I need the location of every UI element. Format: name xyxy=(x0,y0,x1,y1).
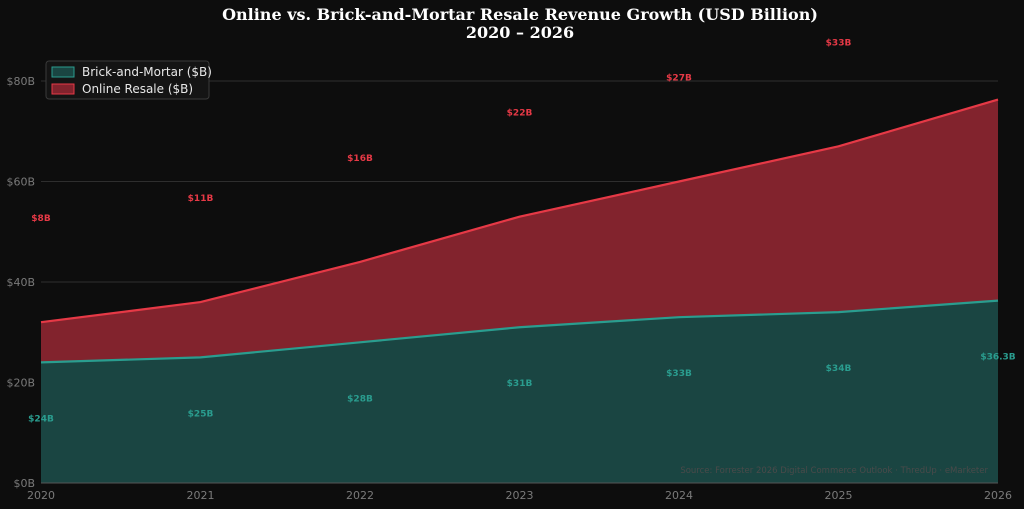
area-brick-and-mortar xyxy=(41,300,998,483)
legend-label-online-resale: Online Resale ($B) xyxy=(82,82,193,96)
line-online-resale xyxy=(40,98,999,324)
x-tick-label: 2024 xyxy=(665,489,693,502)
legend-swatch-brick-and-mortar xyxy=(51,66,75,78)
data-label-online-resale: $22B xyxy=(507,109,533,119)
data-label-layer: $24B $25B $28B $31B $33B $34B $36.3B $8B $11B $16… xyxy=(28,38,1016,424)
data-label-brick-and-mortar: $25B xyxy=(188,409,214,419)
y-tick-label: $0B xyxy=(13,477,35,490)
chart-subtitle: 2020 – 2026 xyxy=(466,23,574,42)
data-label-brick-and-mortar: $24B xyxy=(28,414,54,424)
data-label-online-resale: $11B xyxy=(188,194,214,204)
legend-swatch-online-resale xyxy=(51,83,75,95)
data-label-online-resale: $33B xyxy=(826,38,852,48)
y-tick-label: $20B xyxy=(6,377,35,390)
axis-layer: $0B $20B $40B $60B $80B 2020 2021 2022 2023 2024 2… xyxy=(6,75,1012,502)
legend: Brick-and-Mortar ($B) Online Resale ($B) xyxy=(45,60,212,100)
data-label-brick-and-mortar: $33B xyxy=(666,369,692,379)
area-layer xyxy=(40,98,999,483)
x-tick-label: 2021 xyxy=(187,489,215,502)
y-tick-label: $40B xyxy=(6,276,35,289)
legend-label-brick-and-mortar: Brick-and-Mortar ($B) xyxy=(82,65,212,79)
legend-box xyxy=(45,60,210,100)
data-label-brick-and-mortar: $28B xyxy=(347,394,373,404)
x-tick-label: 2025 xyxy=(825,489,853,502)
data-label-brick-and-mortar: $36.3B xyxy=(980,353,1015,363)
data-label-online-resale: $16B xyxy=(347,154,373,164)
data-label-brick-and-mortar: $31B xyxy=(507,379,533,389)
y-tick-label: $60B xyxy=(6,176,35,189)
x-tick-label: 2022 xyxy=(346,489,374,502)
area-online-resale xyxy=(41,99,998,363)
x-tick-label: 2026 xyxy=(984,489,1012,502)
y-tick-label: $80B xyxy=(6,75,35,88)
data-label-online-resale: $27B xyxy=(666,74,692,84)
line-brick-and-mortar xyxy=(40,299,999,364)
chart-title: Online vs. Brick-and-Mortar Resale Reven… xyxy=(222,5,818,24)
source-note: Source: Forrester 2026 Digital Commerce … xyxy=(680,466,988,476)
data-label-brick-and-mortar: $34B xyxy=(826,364,852,374)
x-tick-label: 2023 xyxy=(506,489,534,502)
x-tick-label: 2020 xyxy=(27,489,55,502)
data-label-online-resale: $8B xyxy=(31,214,51,224)
